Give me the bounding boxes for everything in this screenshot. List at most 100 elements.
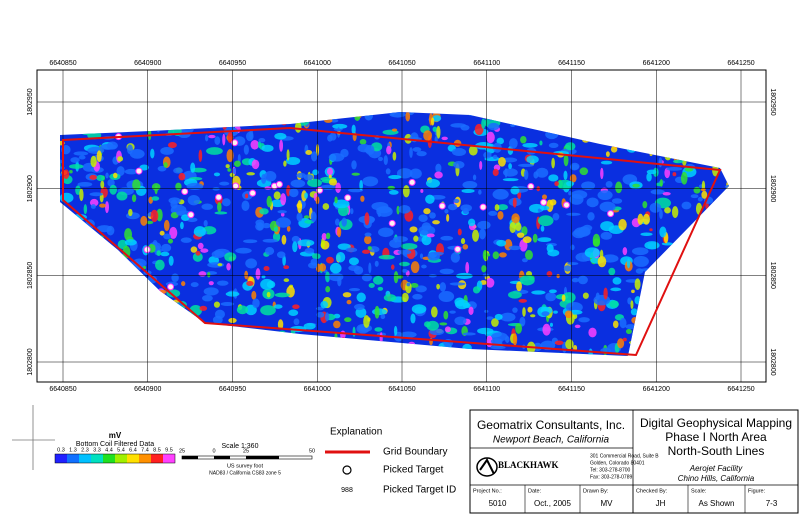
data-blob [326,167,334,176]
x-tick-label: 6640900 [134,60,161,67]
data-blob [516,232,525,238]
data-blob [150,209,159,223]
data-blob [237,154,241,163]
data-blob [519,316,526,327]
company: Geomatrix Consultants, Inc. [477,418,625,432]
data-blob [148,128,152,141]
data-blob [625,328,632,334]
data-blob [346,299,352,305]
data-blob [562,292,576,303]
data-blob [352,326,356,337]
data-blob [214,211,228,215]
data-blob [378,156,383,162]
data-blob [481,118,486,129]
data-blob [500,312,516,322]
data-blob [251,290,257,300]
data-blob [488,210,498,216]
data-blob [241,200,250,212]
data-blob [368,283,375,288]
data-blob [294,121,302,133]
data-blob [541,194,548,200]
target-marker [316,186,324,194]
data-blob [418,214,428,222]
scale-bar-segment [214,456,230,459]
site: Aerojet Facility [689,464,743,473]
data-blob [496,137,504,145]
x-tick-label: 6641200 [643,60,670,67]
y-tick-label: 1802850 [769,262,776,289]
data-blob [681,201,692,210]
explanation-item: Picked Target [383,465,444,476]
data-blob [393,271,399,284]
data-blob [460,124,470,131]
data-blob [664,167,671,179]
data-blob [649,228,653,232]
data-blob [631,247,649,256]
logo-text: BLACKHAWK [498,460,559,470]
data-blob [335,218,340,226]
data-blob [361,273,373,282]
data-blob [468,306,474,315]
data-blob [650,189,665,195]
data-blob [425,178,440,188]
data-blob [565,302,583,313]
data-blob [406,282,411,287]
data-blob [605,151,610,157]
x-tick-label: 6640950 [219,386,246,393]
data-blob [232,167,236,175]
data-blob [380,314,386,320]
data-blob [515,323,522,334]
data-blob [610,146,618,153]
data-blob [374,327,383,332]
data-blob [131,194,137,203]
data-blob [368,262,372,274]
scale-title: Scale 1:360 [222,443,259,450]
field-label: Checked By: [636,488,668,494]
data-blob [397,249,412,255]
data-blob [659,226,667,238]
data-blob [396,205,400,215]
data-blob [541,311,550,317]
scale-bar-segment [182,456,198,459]
data-blob [566,212,581,216]
data-blob [410,261,420,274]
data-blob [351,160,357,170]
target-marker [527,183,535,191]
x-tick-label: 6641150 [558,60,585,67]
target-marker [454,245,462,253]
data-blob [540,225,545,232]
data-blob [410,283,419,288]
data-blob [251,159,260,170]
data-blob [122,245,131,259]
fields: Project No.: 5010 Date: Oct., 2005 Drawn By:… [473,485,778,513]
data-blob [207,272,211,278]
data-blob [151,196,160,201]
data-blob [178,172,186,181]
data-blob [626,258,631,269]
data-blob [277,210,287,214]
data-blob [186,217,198,223]
data-blob [235,247,252,254]
data-blob [99,203,106,208]
data-blob [412,293,423,300]
field-value: JH [656,499,666,508]
data-blob [561,294,566,302]
data-blob [619,317,627,329]
data-blob [379,332,383,344]
x-tick-label: 6640900 [134,386,161,393]
data-blob [460,204,472,212]
data-blob [549,199,557,206]
data-blob [222,198,231,207]
data-blob [307,178,322,188]
data-blob [388,175,402,180]
color-label: 8.5 [153,447,161,453]
data-blob [438,290,455,302]
target-marker [181,188,189,196]
data-blob [334,196,338,204]
data-blob [168,141,177,149]
data-blob [186,182,204,191]
data-blob [216,280,229,286]
data-blob [467,301,477,310]
data-blob [243,239,258,244]
data-blob [468,145,478,156]
